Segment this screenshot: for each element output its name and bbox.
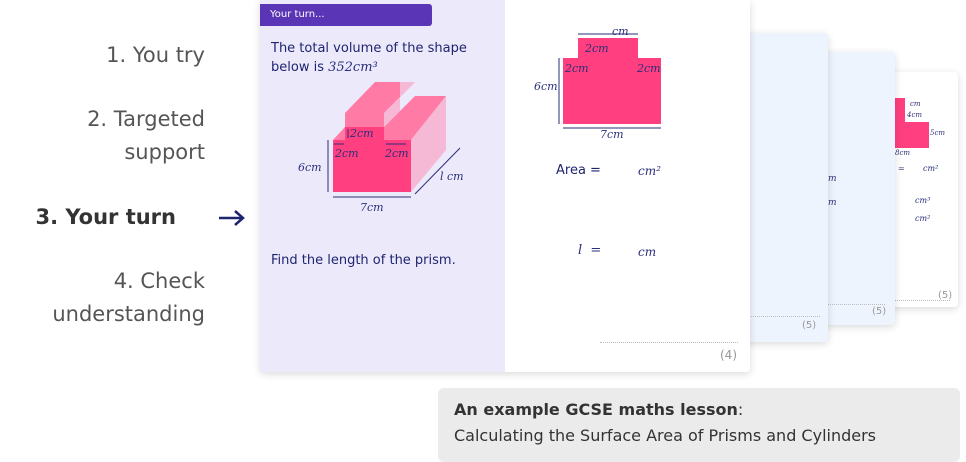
prism-figure [327,82,461,198]
l-shape-figure [891,98,929,148]
arrow-right-icon [219,210,245,226]
marks: (4) [720,348,737,362]
step-1[interactable]: 1. You try [106,43,205,67]
caption-bold: An example GCSE maths lesson [454,400,738,419]
worksheet-card: Your turn... The total volume of the sha… [260,0,750,372]
your-turn-tab: Your turn... [260,4,432,26]
question-text: The total volume of the shape below is 3… [271,41,467,75]
caption-box: An example GCSE maths lesson: Calculatin… [438,388,960,462]
find-length-text: Find the length of the prism. [271,253,456,268]
step-4[interactable]: 4. Check understanding [52,269,205,326]
step-3[interactable]: 3. Your turn [35,205,176,229]
step-2[interactable]: 2. Targeted support [87,107,205,164]
cross-section-figure [558,33,661,129]
caption-title: Calculating the Surface Area of Prisms a… [454,426,877,445]
